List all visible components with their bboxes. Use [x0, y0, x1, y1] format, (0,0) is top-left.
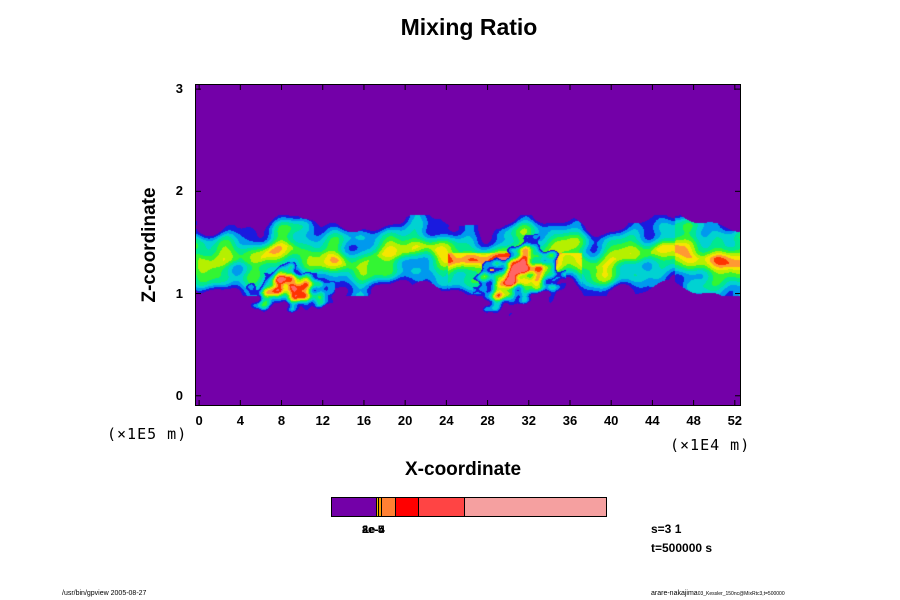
y-scale-label: (×1E5 m)	[107, 425, 188, 443]
colorbar-segment	[396, 498, 419, 516]
colorbar-segment	[382, 498, 397, 516]
x-scale-label: (×1E4 m)	[670, 436, 751, 454]
x-tick-label: 0	[195, 413, 203, 428]
chart-title: Mixing Ratio	[400, 14, 538, 40]
y-tick-label: 2	[175, 183, 183, 199]
y-axis-label: Z-coordinate	[139, 187, 160, 303]
colorbar-labels: 2e-5 8e-5 1e-4	[362, 524, 422, 538]
footer-right-small: 03_Kessler_150nc@MixRtc3,t=500000	[697, 591, 785, 597]
colorbar-segment	[379, 498, 383, 516]
colorbar-label: 8e-5	[362, 524, 385, 536]
x-tick-label: 36	[562, 413, 578, 428]
colorbar-label: 1e-4	[363, 524, 386, 536]
y-tick-label: 1	[175, 285, 183, 301]
x-tick-label: 32	[521, 413, 536, 428]
x-tick-label: 44	[645, 413, 660, 428]
plot-area	[195, 84, 741, 406]
x-tick-label: 20	[397, 413, 413, 428]
colorbar-segment	[464, 498, 606, 516]
x-tick-label: 4	[236, 413, 244, 428]
colorbar-label: 2e-5	[362, 524, 385, 536]
colorbar-segment	[332, 498, 378, 516]
x-tick-label: 40	[603, 413, 619, 428]
x-tick-label: 52	[727, 413, 743, 428]
time-info: t=500000 s	[651, 541, 713, 555]
scale-info: s=3 1	[651, 522, 682, 536]
x-tick-label: 48	[686, 413, 701, 428]
x-axis-label: X-coordinate	[405, 459, 522, 480]
footer-right-main: arare-nakajima	[651, 590, 698, 597]
x-tick-label: 12	[315, 413, 330, 428]
footer-right: arare-nakajima03_Kessler_150nc@MixRtc3,t…	[651, 590, 785, 597]
mixing-ratio-field	[196, 85, 740, 405]
colorbar-segment	[418, 498, 465, 516]
y-tick-label: 0	[175, 387, 183, 403]
x-tick-label: 8	[277, 413, 286, 428]
x-tick-label: 16	[356, 413, 372, 428]
colorbar	[331, 497, 607, 517]
footer-left: /usr/bin/gpview 2005-08-27	[62, 590, 147, 597]
colorbar-segment	[377, 498, 380, 516]
x-tick-label: 28	[480, 413, 495, 428]
x-tick-label: 24	[439, 413, 454, 428]
y-tick-label: 3	[175, 81, 183, 97]
